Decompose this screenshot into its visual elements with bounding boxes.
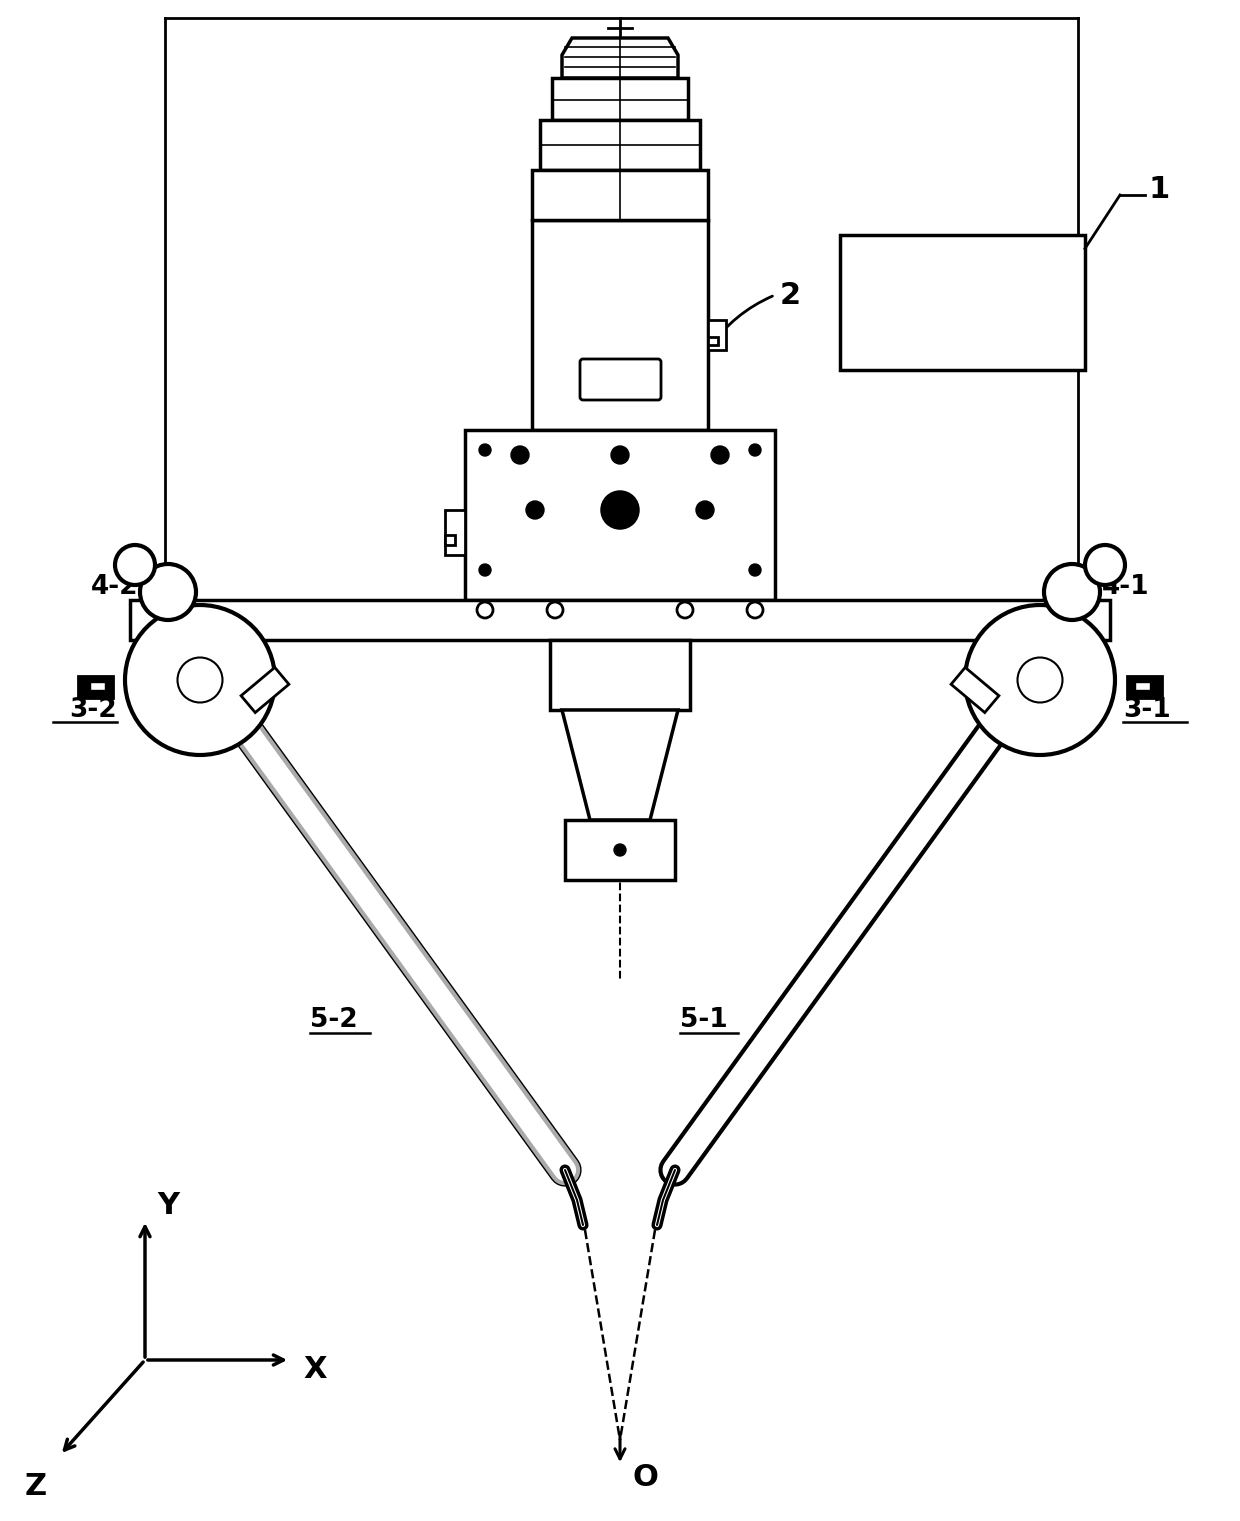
Bar	[539, 120, 701, 170]
Circle shape	[125, 605, 275, 754]
Circle shape	[479, 564, 491, 576]
Text: 4-2: 4-2	[91, 573, 138, 599]
Bar	[130, 599, 1110, 640]
Bar	[1127, 675, 1162, 698]
Circle shape	[1044, 564, 1100, 621]
Text: 1: 1	[1148, 175, 1169, 204]
Text: X: X	[303, 1355, 326, 1384]
Polygon shape	[562, 710, 678, 820]
Circle shape	[611, 446, 629, 464]
Bar	[552, 78, 688, 120]
Text: 5-2: 5-2	[310, 1007, 357, 1033]
Text: 3-1: 3-1	[1123, 697, 1171, 722]
Text: 变极性: 变极性	[932, 269, 992, 303]
Bar	[565, 820, 675, 881]
Circle shape	[140, 564, 196, 621]
Bar	[708, 338, 718, 345]
Text: 4-1: 4-1	[1102, 573, 1149, 599]
Bar	[708, 319, 725, 350]
Circle shape	[614, 844, 626, 856]
Circle shape	[115, 545, 155, 586]
Circle shape	[711, 446, 729, 464]
Circle shape	[479, 444, 491, 456]
Circle shape	[696, 500, 714, 519]
Bar	[78, 675, 113, 698]
Bar	[445, 510, 465, 555]
Polygon shape	[241, 668, 289, 712]
Circle shape	[677, 602, 693, 618]
Circle shape	[1085, 545, 1125, 586]
Bar	[1135, 681, 1149, 691]
Bar	[532, 221, 708, 430]
Polygon shape	[951, 668, 999, 712]
Circle shape	[746, 602, 763, 618]
Circle shape	[511, 446, 529, 464]
Text: 2: 2	[780, 280, 801, 309]
Text: O: O	[632, 1463, 658, 1492]
Text: 焊接电源: 焊接电源	[923, 316, 1002, 348]
Circle shape	[749, 564, 761, 576]
Circle shape	[547, 602, 563, 618]
Text: Z: Z	[25, 1472, 47, 1501]
FancyBboxPatch shape	[580, 359, 661, 400]
Circle shape	[601, 491, 639, 528]
Bar	[91, 681, 105, 691]
Bar	[839, 236, 1085, 370]
Polygon shape	[562, 38, 678, 78]
Bar	[551, 640, 689, 710]
Text: 3-2: 3-2	[69, 697, 117, 722]
Text: Y: Y	[157, 1191, 179, 1220]
Bar	[532, 170, 708, 221]
Circle shape	[477, 602, 494, 618]
Circle shape	[965, 605, 1115, 754]
Text: 5-1: 5-1	[680, 1007, 728, 1033]
Circle shape	[526, 500, 544, 519]
Circle shape	[1018, 657, 1063, 703]
Circle shape	[749, 444, 761, 456]
Bar	[445, 535, 455, 545]
Bar	[465, 430, 775, 599]
Circle shape	[177, 657, 222, 703]
